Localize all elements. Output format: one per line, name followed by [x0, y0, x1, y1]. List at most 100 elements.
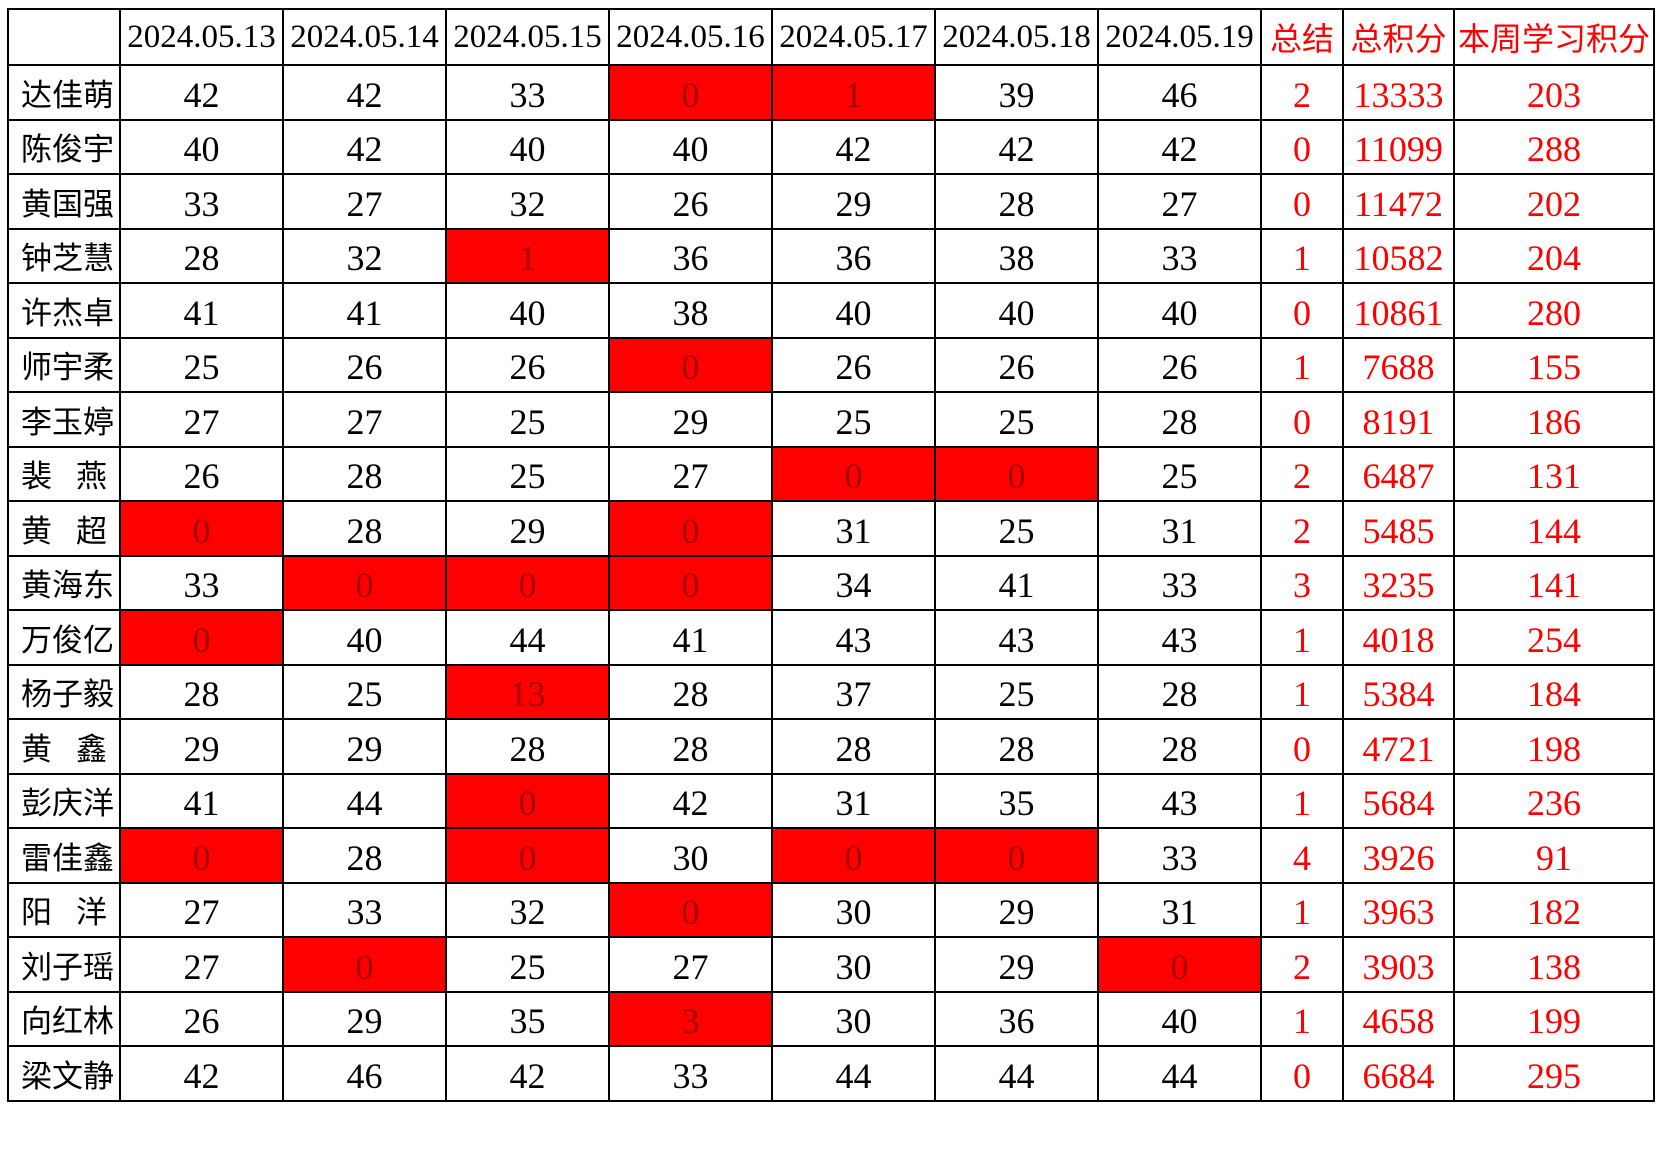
- day-score-cell-highlighted: 13: [445, 663, 610, 720]
- day-score-cell-highlighted: 0: [608, 554, 773, 611]
- day-score-cell: 28: [934, 718, 1099, 775]
- student-name-cell: 万俊亿: [7, 609, 121, 666]
- summary-count-cell: 1: [1260, 990, 1344, 1047]
- day-score-cell-highlighted: 0: [771, 827, 936, 884]
- day-score-cell: 26: [771, 336, 936, 393]
- day-score-cell: 40: [1097, 990, 1262, 1047]
- table-row: 李玉婷 27 27 25 29 25 25 28 0 8191 186: [7, 391, 1655, 448]
- total-points-cell: 6684: [1342, 1045, 1455, 1102]
- week-points-cell: 155: [1453, 336, 1655, 393]
- summary-count-cell: 4: [1260, 827, 1344, 884]
- day-score-cell: 26: [119, 445, 284, 502]
- day-score-cell-highlighted: 0: [282, 936, 447, 993]
- day-score-cell: 44: [1097, 1045, 1262, 1102]
- day-score-cell: 40: [445, 282, 610, 339]
- day-score-cell: 28: [282, 445, 447, 502]
- day-score-cell: 30: [771, 936, 936, 993]
- week-points-cell: 204: [1453, 227, 1655, 284]
- summary-count-cell: 0: [1260, 118, 1344, 175]
- day-score-cell: 46: [282, 1045, 447, 1102]
- day-score-cell: 33: [1097, 554, 1262, 611]
- day-score-cell: 43: [1097, 772, 1262, 829]
- table-row: 陈俊宇 40 42 40 40 42 42 42 0 11099 288: [7, 118, 1655, 175]
- day-score-cell: 27: [119, 881, 284, 938]
- table-row: 阳洋 27 33 32 0 30 29 31 1 3963 182: [7, 881, 1655, 938]
- day-score-cell: 29: [771, 173, 936, 230]
- day-score-cell: 25: [282, 663, 447, 720]
- day-score-cell: 32: [282, 227, 447, 284]
- summary-count-cell: 1: [1260, 663, 1344, 720]
- day-score-cell: 26: [119, 990, 284, 1047]
- column-header-date: 2024.05.13: [119, 8, 284, 66]
- day-score-cell: 31: [1097, 500, 1262, 557]
- student-name-cell: 达佳萌: [7, 64, 121, 121]
- day-score-cell: 25: [119, 336, 284, 393]
- student-name-cell: 许杰卓: [7, 282, 121, 339]
- day-score-cell-highlighted: 0: [119, 609, 284, 666]
- header-row: 2024.05.13 2024.05.14 2024.05.15 2024.05.16…: [7, 8, 1655, 66]
- total-points-cell: 10861: [1342, 282, 1455, 339]
- weekly-score-table: 2024.05.13 2024.05.14 2024.05.15 2024.05.16…: [7, 8, 1655, 1102]
- table-row: 黄鑫 29 29 28 28 28 28 28 0 4721 198: [7, 718, 1655, 775]
- day-score-cell: 42: [282, 118, 447, 175]
- week-points-cell: 288: [1453, 118, 1655, 175]
- day-score-cell: 43: [934, 609, 1099, 666]
- day-score-cell: 28: [1097, 663, 1262, 720]
- table-row: 黄超 0 28 29 0 31 25 31 2 5485 144: [7, 500, 1655, 557]
- student-name-cell: 刘子瑶: [7, 936, 121, 993]
- student-name-cell: 黄海东: [7, 554, 121, 611]
- student-name-cell: 师宇柔: [7, 336, 121, 393]
- week-points-cell: 184: [1453, 663, 1655, 720]
- day-score-cell-highlighted: 0: [445, 772, 610, 829]
- total-points-cell: 3903: [1342, 936, 1455, 993]
- day-score-cell: 42: [119, 1045, 284, 1102]
- column-header-summary: 总结: [1260, 8, 1344, 66]
- total-points-cell: 3963: [1342, 881, 1455, 938]
- week-points-cell: 199: [1453, 990, 1655, 1047]
- summary-count-cell: 3: [1260, 554, 1344, 611]
- table-body: 达佳萌 42 42 33 0 1 39 46 2 13333 203 陈俊宇 40 42 40 40 42 42 4…: [7, 64, 1655, 1102]
- total-points-cell: 5384: [1342, 663, 1455, 720]
- summary-count-cell: 1: [1260, 336, 1344, 393]
- day-score-cell: 25: [934, 500, 1099, 557]
- day-score-cell: 44: [934, 1045, 1099, 1102]
- table-row: 雷佳鑫 0 28 0 30 0 0 33 4 3926 91: [7, 827, 1655, 884]
- day-score-cell: 27: [1097, 173, 1262, 230]
- day-score-cell: 31: [1097, 881, 1262, 938]
- student-name-cell: 钟芝慧: [7, 227, 121, 284]
- day-score-cell-highlighted: 3: [608, 990, 773, 1047]
- day-score-cell: 26: [608, 173, 773, 230]
- day-score-cell: 40: [608, 118, 773, 175]
- student-name-cell: 雷佳鑫: [7, 827, 121, 884]
- day-score-cell: 40: [1097, 282, 1262, 339]
- day-score-cell: 28: [119, 227, 284, 284]
- week-points-cell: 141: [1453, 554, 1655, 611]
- table-row: 裴燕 26 28 25 27 0 0 25 2 6487 131: [7, 445, 1655, 502]
- total-points-cell: 3926: [1342, 827, 1455, 884]
- table-row: 黄海东 33 0 0 0 34 41 33 3 3235 141: [7, 554, 1655, 611]
- day-score-cell: 44: [771, 1045, 936, 1102]
- summary-count-cell: 0: [1260, 391, 1344, 448]
- day-score-cell: 38: [934, 227, 1099, 284]
- day-score-cell: 29: [282, 718, 447, 775]
- day-score-cell: 36: [608, 227, 773, 284]
- column-header-summary: 本周学习积分: [1453, 8, 1655, 66]
- day-score-cell: 29: [119, 718, 284, 775]
- day-score-cell: 29: [934, 936, 1099, 993]
- day-score-cell: 25: [1097, 445, 1262, 502]
- day-score-cell-highlighted: 0: [608, 336, 773, 393]
- student-name-cell: 彭庆洋: [7, 772, 121, 829]
- summary-count-cell: 2: [1260, 445, 1344, 502]
- day-score-cell-highlighted: 0: [608, 881, 773, 938]
- column-header-date: 2024.05.17: [771, 8, 936, 66]
- student-name-cell: 黄鑫: [7, 718, 121, 775]
- week-points-cell: 138: [1453, 936, 1655, 993]
- table-row: 彭庆洋 41 44 0 42 31 35 43 1 5684 236: [7, 772, 1655, 829]
- column-header-date: 2024.05.15: [445, 8, 610, 66]
- day-score-cell: 29: [445, 500, 610, 557]
- day-score-cell: 42: [119, 64, 284, 121]
- day-score-cell: 46: [1097, 64, 1262, 121]
- student-name-cell: 李玉婷: [7, 391, 121, 448]
- day-score-cell: 26: [445, 336, 610, 393]
- total-points-cell: 4658: [1342, 990, 1455, 1047]
